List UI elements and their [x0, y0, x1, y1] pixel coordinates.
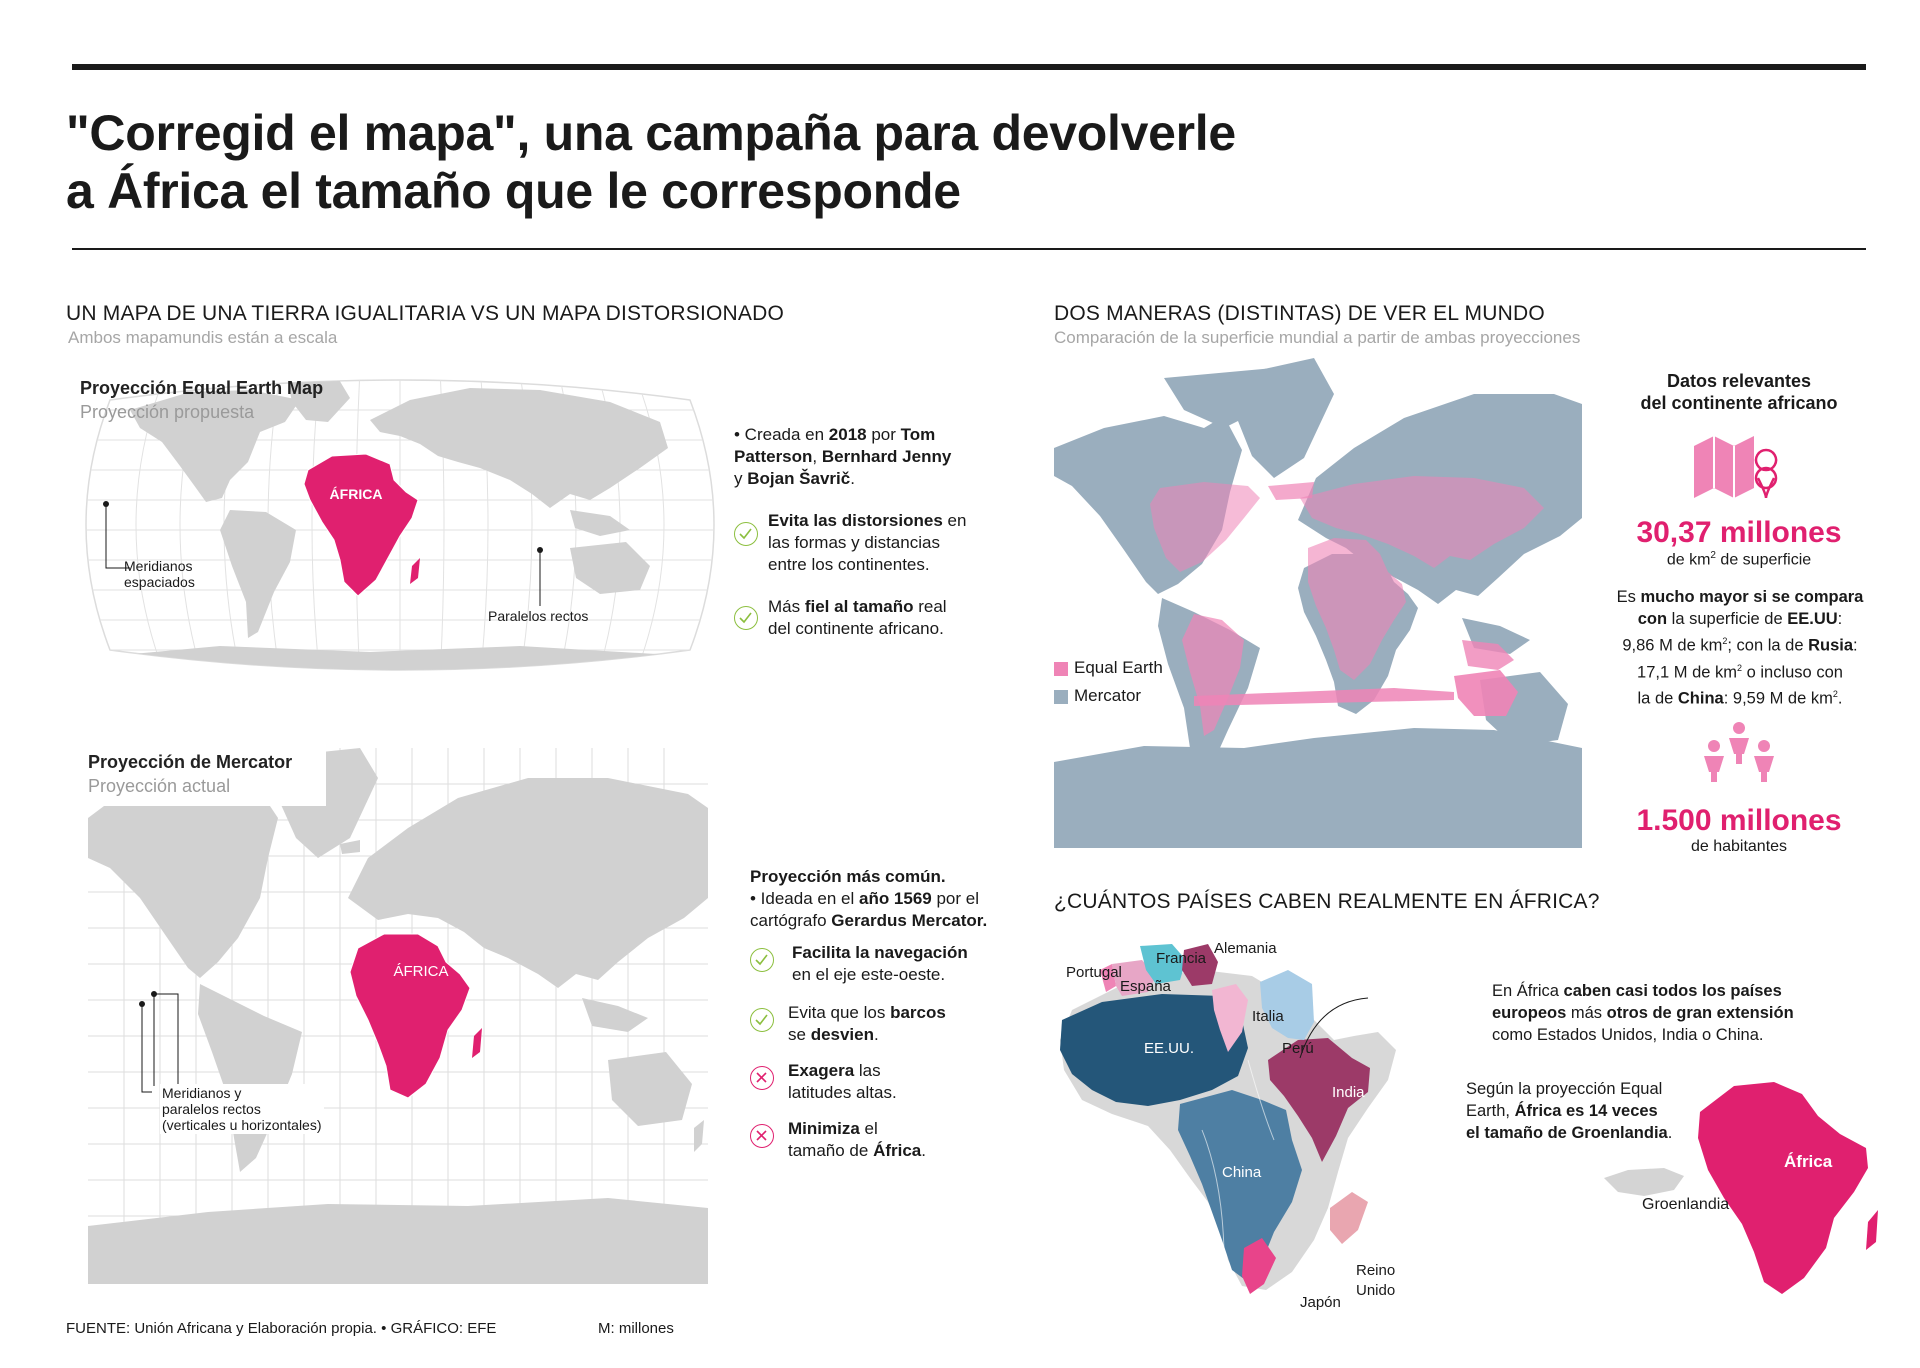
paralelos-rectos-label: Paralelos rectos [488, 608, 589, 624]
equal-earth-map: ÁFRICA [85, 379, 715, 671]
label-francia: Francia [1156, 950, 1207, 967]
equal-earth-subtitle: Proyección propuesta [80, 402, 255, 422]
footer-source: FUENTE: Unión Africana y Elaboración pro… [66, 1320, 497, 1337]
mercator-africa-label: ÁFRICA [393, 963, 448, 980]
equal-earth-point-1: Evita las distorsiones en las formas y d… [768, 511, 967, 574]
comparison-map [1054, 358, 1582, 848]
label-reino: Reino [1356, 1262, 1396, 1279]
africa-area-comparison: Es mucho mayor si se compara con la supe… [1616, 588, 1864, 708]
equal-earth-point-2: Más fiel al tamaño real del continente a… [768, 597, 947, 638]
usa-shape [1060, 994, 1248, 1106]
china-shape [1178, 1090, 1302, 1282]
legend-mercator: Mercator [1074, 686, 1142, 705]
label-alemania: Alemania [1214, 940, 1277, 957]
africa-shape [1698, 1082, 1868, 1294]
label-peru: Perú [1282, 1040, 1314, 1057]
label-japon: Japón [1300, 1294, 1341, 1311]
top-bar [72, 64, 1866, 70]
africa-area-value: 30,37 millones [1636, 516, 1842, 549]
africa-area-unit: de km2 de superficie [1666, 550, 1812, 569]
label-groenlandia: Groenlandia [1642, 1196, 1730, 1213]
label-unido: Unido [1356, 1282, 1396, 1299]
mercator-title-block [88, 748, 326, 806]
check-icon [750, 1008, 774, 1032]
cross-icon [750, 1124, 774, 1148]
fit-note-1: En África caben casi todos los países eu… [1492, 982, 1794, 1044]
left-section-title: UN MAPA DE UNA TIERRA IGUALITARIA VS UN … [66, 302, 784, 325]
fit-section-title: ¿CUÁNTOS PAÍSES CABEN REALMENTE EN ÁFRIC… [1054, 890, 1600, 913]
mercator-point-1: Facilita la navegación en el eje este-oe… [792, 943, 968, 984]
title-divider [72, 248, 1866, 250]
meridianos-espaciados-label: Meridianos espaciados [124, 558, 195, 590]
mercator-point-3: Exagera las latitudes altas. [788, 1061, 897, 1102]
label-china: China [1222, 1164, 1262, 1181]
peru-shape [1260, 970, 1314, 1040]
equal-earth-africa-label: ÁFRICA [330, 486, 383, 502]
india-shape [1268, 1038, 1370, 1162]
africa-population-unit: de habitantes [1690, 838, 1788, 855]
fit-note-2: Según la proyección Equal Earth, África … [1466, 1080, 1673, 1142]
equal-earth-title: Proyección Equal Earth Map [80, 378, 324, 398]
population-icon [1704, 722, 1774, 782]
greenland-shape [1604, 1168, 1684, 1196]
label-india: India [1332, 1084, 1365, 1101]
label-africa: África [1784, 1152, 1833, 1171]
mercator-common-note: Proyección más común. • Ideada en el año… [750, 867, 988, 930]
legend-swatch-equal-earth [1054, 662, 1068, 676]
cross-icon [750, 1066, 774, 1090]
label-espana: España [1120, 978, 1171, 995]
africa-greenland-comparison [1604, 1082, 1878, 1294]
map-pin-icon [1694, 436, 1778, 499]
check-icon [750, 948, 774, 972]
legend-equal-earth: Equal Earth [1074, 658, 1163, 677]
label-eeuu: EE.UU. [1144, 1040, 1195, 1057]
check-icon [734, 522, 758, 546]
check-icon [734, 606, 758, 630]
footer-note: M: millones [598, 1320, 674, 1337]
left-section-subtitle: Ambos mapamundis están a escala [68, 328, 338, 347]
mercator-point-2: Evita que los barcos se desvien. [788, 1003, 946, 1044]
countries-in-africa-map [1060, 944, 1396, 1294]
africa-population-value: 1.500 millones [1636, 804, 1842, 837]
label-italia: Italia [1252, 1008, 1284, 1025]
right-section-subtitle: Comparación de la superficie mundial a p… [1054, 328, 1581, 347]
page-title: "Corregid el mapa", una campaña para dev… [66, 105, 1236, 219]
equal-earth-creation-note: • Creada en 2018 por Tom Patterson, Bern… [734, 425, 952, 488]
meridianos-paralelos-label: Meridianos y paralelos rectos (verticale… [160, 1084, 324, 1134]
right-section-title: DOS MANERAS (DISTINTAS) DE VER EL MUNDO [1054, 302, 1545, 325]
facts-title: Datos relevantes del continente africano [1640, 371, 1838, 413]
mercator-map: ÁFRICA [88, 748, 708, 1284]
mercator-point-4: Minimiza el tamaño de África. [788, 1119, 926, 1160]
mercator-title: Proyección de Mercator [88, 752, 293, 772]
mercator-subtitle: Proyección actual [88, 776, 231, 796]
legend-swatch-mercator [1054, 690, 1068, 704]
label-portugal: Portugal [1066, 964, 1122, 981]
